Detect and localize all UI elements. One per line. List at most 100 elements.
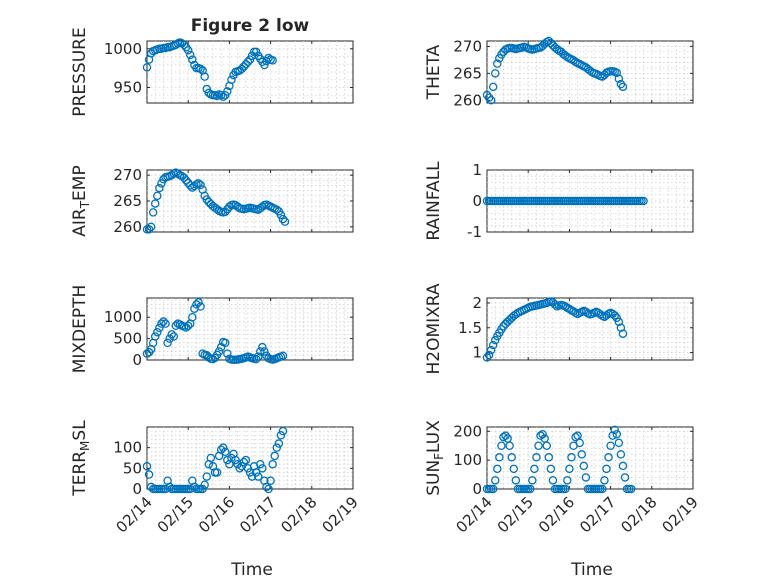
sun-flux-point [499,432,508,442]
mixdepth-point [192,300,201,309]
mixdepth-point [198,349,207,358]
rainfall-ytick-label: 1 [472,161,482,179]
pressure-point [216,91,226,100]
theta-ytick-label: 265 [453,64,482,82]
mixdepth-point [159,317,168,326]
sun-flux-ytick-label: 200 [453,422,482,440]
pressure-ytick-label: 1000 [104,40,142,58]
subplot-rainfall: -1 0 1 RAINFALL [424,161,694,241]
sun-flux-point [575,438,584,448]
sun-flux-point [608,431,617,440]
air-temp-ytick-label: 265 [113,192,142,210]
mixdepth-ytick-label: 0 [132,351,142,369]
air-temp-axes [146,169,354,233]
sun-flux-point [497,441,506,450]
terr-msl-point [223,455,232,465]
pressure-point [179,40,189,50]
h2omixra-ytick-label: 1.5 [458,319,482,337]
terr-msl-point [266,476,275,485]
terr-msl-ylabel: TERRMSL [70,420,92,497]
terr-msl-ytick-label: 100 [113,439,142,457]
mixdepth-ytick-label: 500 [113,330,142,348]
mixdepth-point [163,338,172,348]
mixdepth-point [253,352,263,361]
terr-msl-point [144,470,154,479]
sun-flux-axes [486,426,694,490]
theta-ylabel: THETA [424,44,444,100]
sun-flux-point [561,484,570,494]
pressure-point [218,92,228,102]
mixdepth-point [256,347,265,356]
theta-point [618,82,628,92]
sun-flux-point [532,453,541,462]
terr-msl-point [200,480,209,490]
mixdepth-point [157,319,166,328]
terr-msl-point [251,468,261,477]
air-temp-point [280,217,290,226]
terr-msl-point [239,457,249,467]
sun-flux-point [490,476,500,485]
sun-flux-point [602,464,611,474]
sun-flux-point [571,432,580,442]
terr-msl-point [258,464,267,473]
sun-flux-point [606,441,615,450]
terr-msl-point [231,455,240,465]
h2omixra-point [550,300,560,309]
subplot-mixdepth: 0 500 1000 MIXDEPTH [70,285,354,373]
terr-msl-point [253,472,263,481]
sun-flux-ylabel-main: SUN [424,460,444,496]
terr-msl-point [278,426,288,436]
rainfall-ytick-label: -1 [467,223,482,241]
terr-msl-point [256,459,265,469]
pressure-point [200,72,209,81]
sun-flux-ylabel-sub: F [432,453,446,460]
mixdepth-point [260,347,269,356]
sun-flux-point [579,461,589,471]
terr-msl-point [212,468,222,477]
pressure-point [243,57,253,67]
pressure-axes [146,40,354,104]
sun-flux-point [614,438,624,448]
pressure-point [264,53,273,63]
terr-msl-point [268,459,277,469]
terr-msl-xlabel: Time [230,560,273,580]
pressure-ytick-label: 950 [113,79,142,97]
sun-flux-point [511,476,521,485]
pressure-point [268,56,277,65]
sun-flux-ylabel: SUNFLUX [424,420,446,496]
mixdepth-point [161,319,170,328]
air-temp-point [194,179,203,188]
air-temp-ylabel: AIRTEMP [70,165,92,236]
terr-msl-point [241,455,251,465]
sun-flux-point [542,441,551,450]
sun-flux-ytick-label: 0 [472,480,482,498]
h2omixra-point [565,304,574,314]
h2omixra-point [561,302,570,311]
sun-flux-point [618,461,628,471]
sun-flux-point [534,441,543,450]
theta-point [488,82,498,92]
sun-flux-point [598,484,607,494]
air-temp-point [179,173,189,182]
sun-flux-point [526,484,535,494]
air-temp-point [221,207,230,217]
h2omixra-axes [486,297,694,361]
air-temp-point [186,181,195,190]
terr-msl-point [245,468,255,477]
sun-flux-point [610,425,619,435]
theta-point [486,96,496,105]
mixdepth-point [221,338,230,348]
terr-msl-ylabel-main: TERR [70,451,90,497]
air-temp-point [196,180,205,190]
sun-flux-point [528,476,537,485]
h2omixra-point [490,335,500,345]
sun-flux-point [567,453,576,462]
sun-flux-point [544,453,554,462]
rainfall-ylabel: RAINFALL [424,161,444,241]
air-temp-point [181,176,191,185]
mixdepth-point [214,347,224,356]
air-temp-ylabel-sub: T [78,200,92,209]
air-temp-point [276,210,286,220]
terr-msl-point [276,431,286,440]
